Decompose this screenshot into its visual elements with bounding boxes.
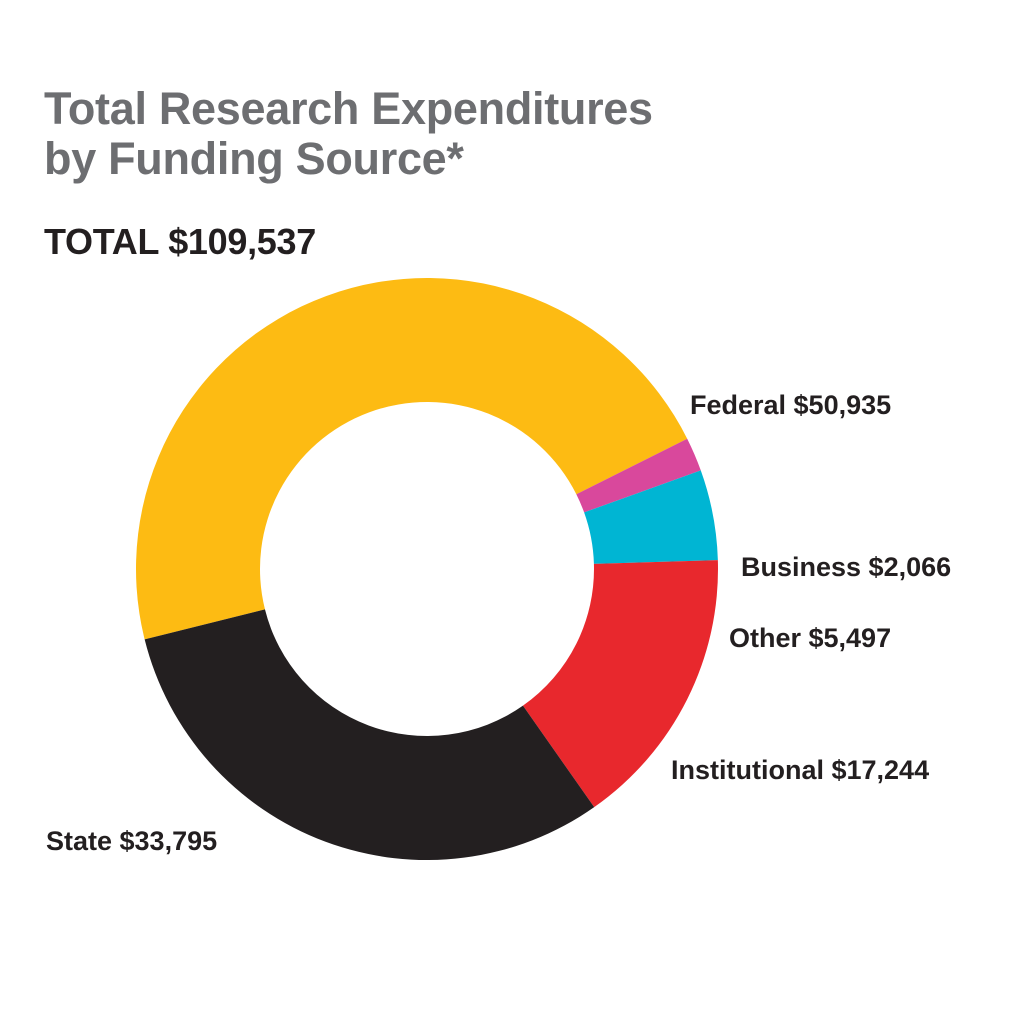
slice-business — [576, 438, 701, 513]
slice-other — [584, 470, 718, 564]
chart-title-line-1: Total Research Expenditures — [44, 83, 653, 134]
slice-state — [144, 609, 595, 860]
slice-label-institutional: Institutional $17,244 — [671, 755, 929, 785]
total-label: TOTAL $109,537 — [44, 221, 316, 262]
donut-slices — [135, 277, 719, 860]
chart-title-line-2: by Funding Source* — [44, 133, 464, 184]
slice-label-state: State $33,795 — [46, 826, 217, 856]
slice-labels: Federal $50,935 Business $2,066 Other $5,4… — [46, 390, 951, 856]
slice-label-federal: Federal $50,935 — [690, 390, 891, 420]
slice-federal — [135, 277, 688, 640]
slice-institutional — [522, 560, 719, 808]
slice-label-other: Other $5,497 — [729, 623, 891, 653]
chart-title: Total Research Expenditures by Funding S… — [44, 84, 653, 184]
slice-label-business: Business $2,066 — [741, 552, 951, 582]
